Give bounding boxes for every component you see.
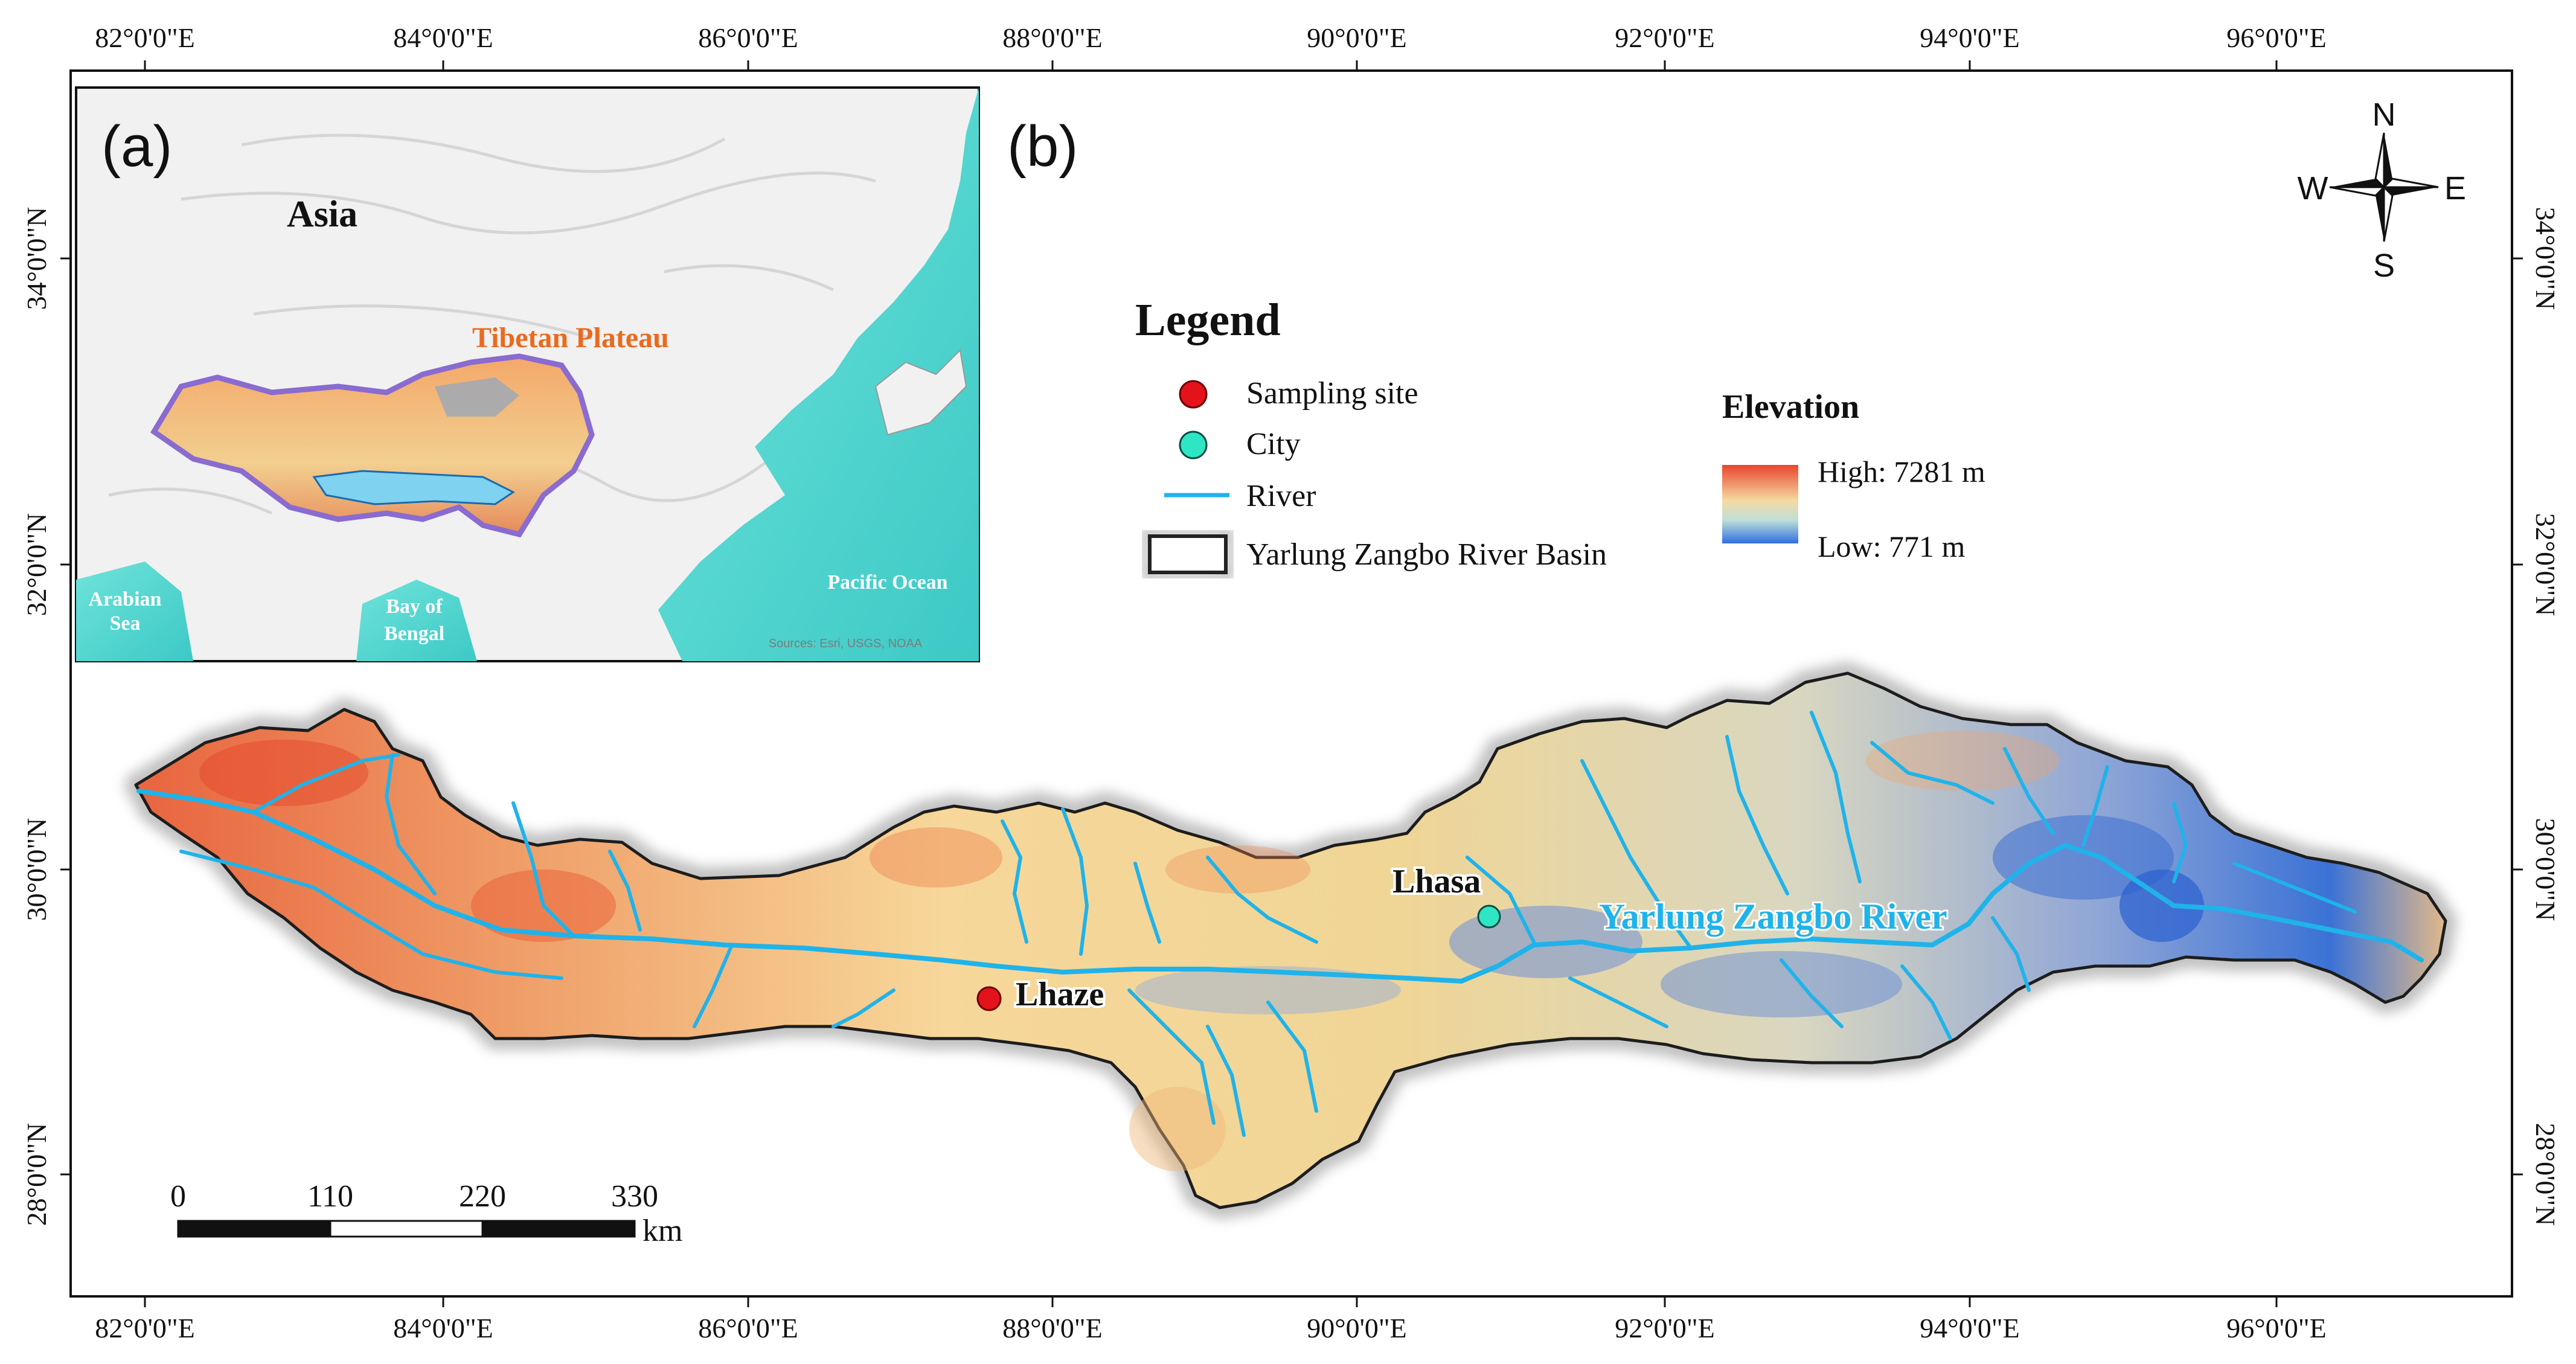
lat-label-right: 28°0'0"N: [2530, 1123, 2561, 1226]
legend-sampling-site-label: Sampling site: [1246, 376, 1418, 411]
lat-label-right: 30°0'0"N: [2530, 818, 2561, 921]
legend-city-label: City: [1246, 427, 1301, 461]
pacific-ocean-shape: [658, 88, 979, 661]
scale-bar-segment: [481, 1220, 636, 1238]
compass-s: S: [2373, 248, 2395, 284]
city-label: Lhasa: [1392, 863, 1481, 900]
compass-n: N: [2373, 97, 2396, 133]
qaidam-basin: [435, 377, 519, 417]
latitude-labels-left: 34°0'0"N 32°0'0"N 30°0'0"N 28°0'0"N: [21, 207, 52, 1226]
city-marker[interactable]: [1477, 905, 1501, 929]
legend-title: Legend: [1135, 295, 1281, 345]
inset-relief: [108, 133, 876, 515]
lon-label-bottom: 88°0'0"E: [1002, 1313, 1103, 1343]
legend-sampling-site-symbol: [1179, 380, 1208, 409]
scale-tick-label: 110: [307, 1179, 353, 1214]
lat-label-left: 32°0'0"N: [21, 513, 52, 616]
lon-label-bottom: 90°0'0"E: [1307, 1313, 1407, 1343]
lat-label-right: 32°0'0"N: [2530, 513, 2561, 616]
lon-label-top: 90°0'0"E: [1307, 22, 1407, 53]
scale-bar: 0 110 220 330 km: [170, 1179, 682, 1248]
lon-label-top: 92°0'0"E: [1615, 22, 1715, 53]
lat-label-left: 28°0'0"N: [21, 1123, 52, 1226]
elevation-high-label: High: 7281 m: [1818, 455, 1985, 488]
longitude-labels-bottom: 82°0'0"E 84°0'0"E 86°0'0"E 88°0'0"E 90°0…: [95, 1313, 2327, 1343]
inset-continent-label: Asia: [287, 194, 357, 235]
lon-label-top: 96°0'0"E: [2226, 22, 2327, 53]
river-network: [136, 711, 2424, 1137]
inset-panel-label: (a): [101, 114, 172, 179]
pacific-ocean-label: Pacific Ocean: [827, 571, 947, 594]
arabian-sea-shape: [76, 562, 193, 661]
legend-basin-label: Yarlung Zangbo River Basin: [1246, 537, 1607, 572]
north-arrow: N S E W: [2298, 97, 2467, 284]
legend-city-symbol: [1179, 431, 1208, 459]
legend-basin-symbol-glow: [1141, 528, 1234, 581]
bay-of-bengal-shape: [356, 580, 477, 661]
arabian-sea-label: Sea: [110, 612, 141, 635]
lon-label-bottom: 94°0'0"E: [1920, 1313, 2020, 1343]
scale-bar-segment: [177, 1220, 332, 1238]
lon-label-bottom: 86°0'0"E: [698, 1313, 798, 1343]
lat-label-left: 30°0'0"N: [21, 818, 52, 921]
lon-label-top: 88°0'0"E: [1002, 22, 1103, 53]
lon-label-top: 84°0'0"E: [393, 22, 493, 53]
lat-label-right: 34°0'0"N: [2530, 207, 2561, 310]
latitude-labels-right: 34°0'0"N 32°0'0"N 30°0'0"N 28°0'0"N: [2530, 207, 2561, 1226]
lon-label-top: 86°0'0"E: [698, 22, 798, 53]
elevation-low-label: Low: 771 m: [1818, 530, 1966, 563]
lon-label-bottom: 96°0'0"E: [2226, 1313, 2327, 1343]
inset-region-label: Tibetan Plateau: [472, 322, 669, 354]
lon-label-top: 94°0'0"E: [1920, 22, 2020, 53]
compass-e: E: [2444, 170, 2466, 207]
lon-label-bottom: 82°0'0"E: [95, 1313, 195, 1343]
japan-islands: [874, 348, 967, 436]
bay-of-bengal-label: Bengal: [384, 623, 444, 645]
scale-tick-label: 330: [611, 1179, 658, 1214]
scale-unit: km: [642, 1214, 682, 1248]
legend-river-label: River: [1246, 479, 1316, 513]
lon-label-bottom: 84°0'0"E: [393, 1313, 493, 1343]
legend-basin-symbol: [1148, 534, 1228, 574]
sampling-site-label: Lhaze: [1016, 976, 1104, 1013]
latitude-ticks: [60, 257, 2523, 1176]
inset-map: (a) Asia Tibetan Plateau Arabian Sea Bay…: [75, 86, 980, 662]
scale-bar-segment: [329, 1220, 484, 1238]
longitude-labels-top: 82°0'0"E 84°0'0"E 86°0'0"E 88°0'0"E 90°0…: [95, 22, 2327, 53]
scale-tick-label: 0: [170, 1179, 186, 1214]
river-label: Yarlung Zangbo River: [1599, 897, 1947, 937]
main-panel-label: (b): [1007, 114, 1078, 179]
lat-label-left: 34°0'0"N: [21, 207, 52, 310]
sampling-site-marker[interactable]: [976, 986, 1002, 1011]
scale-tick-label: 220: [459, 1179, 506, 1214]
arabian-sea-label: Arabian: [89, 588, 162, 610]
main-river-line: [136, 789, 2424, 984]
elevation-title: Elevation: [1722, 388, 1859, 426]
bay-of-bengal-label: Bay of: [386, 595, 443, 618]
elevation-ramp: [1722, 465, 1798, 543]
yarlung-basin-inset: [312, 470, 515, 505]
inset-attribution: Sources: Esri, USGS, NOAA: [769, 637, 923, 650]
legend: Legend Sampling site City River Yarlung …: [1135, 295, 1607, 581]
elevation-legend: Elevation High: 7281 m Low: 771 m: [1722, 388, 1985, 563]
compass-w: W: [2298, 170, 2328, 207]
longitude-ticks: [144, 60, 2278, 1307]
lon-label-bottom: 92°0'0"E: [1615, 1313, 1715, 1343]
lon-label-top: 82°0'0"E: [95, 22, 195, 53]
